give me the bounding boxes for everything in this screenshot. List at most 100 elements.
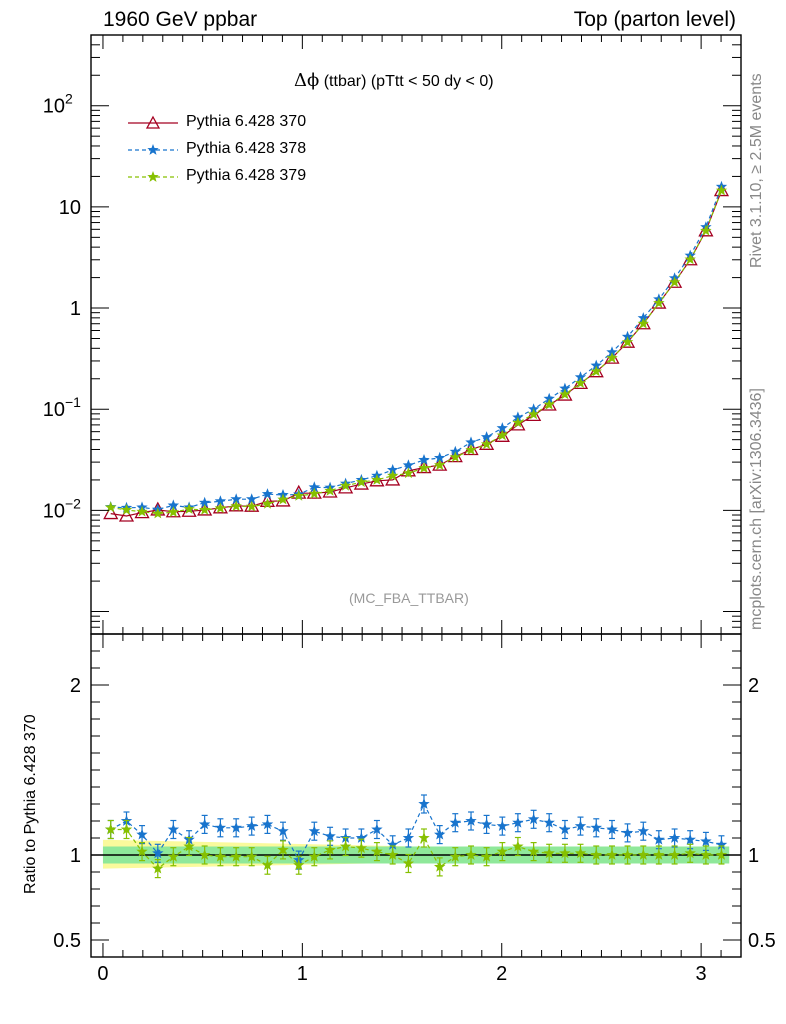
data-point-379 bbox=[214, 502, 227, 514]
data-point-379 bbox=[465, 444, 477, 455]
data-point-379 bbox=[105, 501, 117, 513]
ratio-series-379 bbox=[105, 819, 728, 879]
ratio-point-378 bbox=[402, 832, 415, 843]
ratio-point-379 bbox=[339, 840, 352, 852]
plot-title: Δϕ (ttbar) (pTtt < 50 dy < 0) bbox=[294, 70, 494, 91]
ratio-point-378 bbox=[261, 818, 274, 830]
data-point-370 bbox=[181, 502, 197, 517]
ratio-point-379 bbox=[512, 840, 524, 852]
data-point-379 bbox=[449, 451, 461, 463]
data-point-379 bbox=[434, 459, 446, 470]
x-tick-label: 2 bbox=[496, 963, 507, 985]
ratio-point-379 bbox=[261, 859, 274, 871]
legend-label-379: Pythia 6.428 379 bbox=[186, 167, 307, 184]
ratio-point-379 bbox=[387, 849, 399, 860]
ratio-point-379 bbox=[355, 842, 368, 854]
ratio-point-379 bbox=[434, 860, 446, 872]
data-point-378 bbox=[308, 481, 320, 493]
data-point-370 bbox=[118, 507, 135, 522]
data-point-379 bbox=[480, 438, 493, 450]
ratio-point-379 bbox=[293, 859, 305, 871]
ratio-point-378 bbox=[167, 823, 180, 835]
ratio-point-379 bbox=[465, 849, 477, 860]
ratio-point-379 bbox=[120, 823, 133, 835]
ratio-point-378 bbox=[621, 826, 634, 838]
data-series bbox=[103, 180, 730, 879]
ratio-point-378 bbox=[465, 815, 477, 826]
data-point-378 bbox=[480, 431, 493, 442]
ratio-point-379 bbox=[543, 847, 555, 859]
ratio-point-378 bbox=[355, 832, 368, 843]
ratio-line-378 bbox=[110, 802, 722, 862]
data-point-379 bbox=[120, 504, 133, 515]
data-point-378 bbox=[198, 496, 211, 508]
data-point-370 bbox=[510, 416, 526, 431]
legend-marker-378 bbox=[128, 144, 178, 155]
ratio-point-379 bbox=[371, 845, 383, 857]
ratio-point-379 bbox=[496, 845, 508, 857]
data-point-378 bbox=[465, 436, 477, 448]
ratio-point-378 bbox=[668, 832, 681, 843]
series-379 bbox=[105, 184, 728, 519]
ratio-y-tick-label: 1 bbox=[70, 845, 81, 867]
ratio-point-378 bbox=[653, 833, 665, 845]
data-point-379 bbox=[230, 500, 242, 512]
data-point-379 bbox=[324, 484, 336, 496]
data-point-379 bbox=[606, 352, 618, 363]
analysis-id: (MC_FBA_TTBAR) bbox=[349, 590, 469, 606]
data-point-379 bbox=[339, 479, 352, 491]
ratio-point-379 bbox=[167, 850, 180, 862]
ratio-point-379 bbox=[105, 823, 117, 835]
ratio-point-379 bbox=[246, 850, 258, 862]
data-point-378 bbox=[606, 346, 618, 358]
ratio-point-378 bbox=[152, 847, 164, 859]
ratio-point-378 bbox=[559, 823, 571, 835]
data-point-379 bbox=[653, 297, 665, 308]
ratio-point-379 bbox=[684, 847, 696, 859]
y-tick-label: 10 bbox=[59, 197, 81, 219]
legend-marker-370 bbox=[128, 115, 178, 129]
ratio-point-379 bbox=[621, 849, 634, 860]
ratio-point-378 bbox=[387, 838, 399, 850]
ratio-point-378 bbox=[637, 825, 649, 837]
data-point-379 bbox=[183, 503, 195, 514]
ratio-y-tick-label: 2 bbox=[70, 675, 81, 697]
data-point-379 bbox=[402, 467, 415, 479]
ratio-point-379 bbox=[449, 850, 461, 862]
data-point-379 bbox=[277, 493, 289, 505]
ratio-point-379 bbox=[230, 850, 242, 862]
ratio-y-tick-label-right: 0.5 bbox=[748, 930, 776, 952]
data-point-378 bbox=[590, 359, 602, 371]
data-point-378 bbox=[387, 464, 399, 475]
ratio-point-379 bbox=[308, 850, 320, 862]
ratio-point-379 bbox=[559, 847, 571, 859]
data-point-378 bbox=[214, 495, 227, 507]
data-point-379 bbox=[496, 429, 508, 441]
legend-label-378: Pythia 6.428 378 bbox=[186, 140, 307, 157]
series-line-378 bbox=[110, 186, 723, 511]
ratio-point-379 bbox=[418, 832, 430, 843]
data-point-379 bbox=[308, 487, 320, 499]
ratio-point-378 bbox=[449, 816, 461, 828]
header-right-label: Top (parton level) bbox=[573, 8, 736, 31]
ratio-point-379 bbox=[715, 849, 728, 860]
rivet-version-label: Rivet 3.1.10, ≥ 2.5M events bbox=[748, 73, 765, 268]
ratio-point-378 bbox=[543, 816, 555, 828]
x-tick-label: 3 bbox=[696, 963, 707, 985]
y-tick-exponent: −2 bbox=[65, 495, 81, 511]
data-point-379 bbox=[387, 469, 399, 481]
data-point-378 bbox=[402, 459, 415, 471]
data-point-378 bbox=[621, 330, 634, 342]
series-line-370 bbox=[110, 190, 723, 517]
y-tick-exponent: 2 bbox=[65, 91, 73, 107]
data-point-370 bbox=[353, 475, 369, 490]
ratio-point-378 bbox=[136, 828, 148, 840]
data-point-379 bbox=[355, 476, 368, 487]
data-point-378 bbox=[449, 445, 461, 457]
axis-ticks bbox=[91, 34, 741, 957]
data-point-379 bbox=[136, 505, 148, 517]
ratio-point-378 bbox=[418, 798, 430, 809]
legend-marker-379 bbox=[128, 171, 178, 182]
data-point-379 bbox=[637, 317, 649, 329]
